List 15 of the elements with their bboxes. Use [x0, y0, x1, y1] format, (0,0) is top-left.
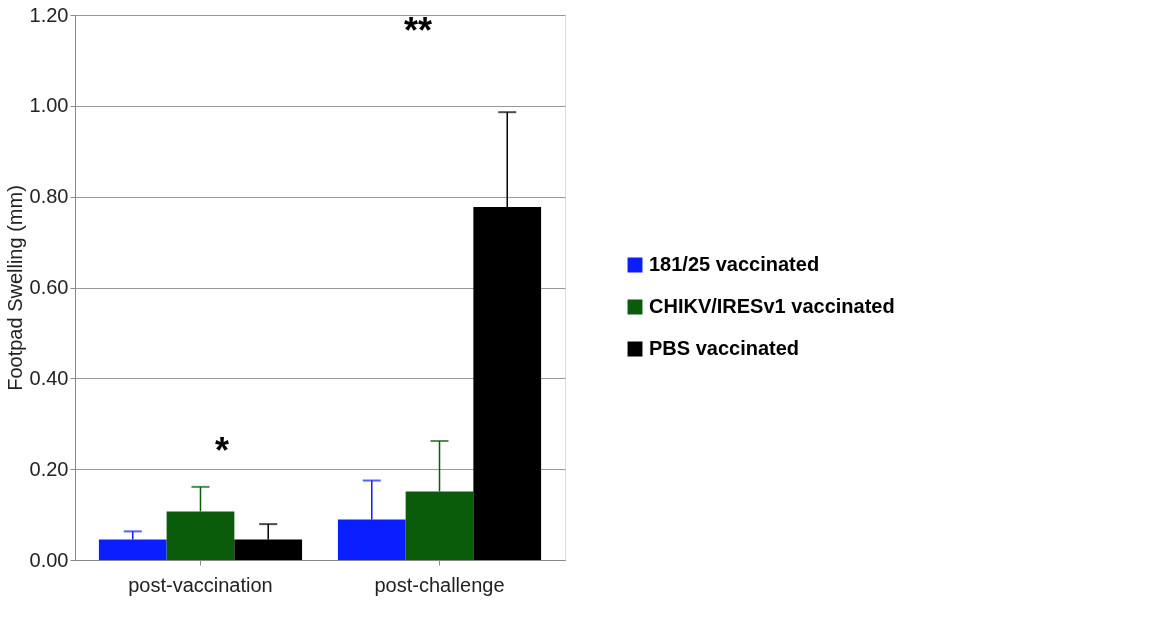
y-axis-title: Footpad Swelling (mm) [3, 185, 26, 391]
legend-label: PBS vaccinated [649, 337, 800, 359]
annotation: ** [403, 10, 433, 51]
legend-label: CHIKV/IRESv1 vaccinated [649, 295, 895, 317]
annotation: * [214, 429, 230, 471]
y-tick-label: 1.20 [29, 3, 69, 26]
y-tick-label: 0.20 [29, 457, 69, 480]
y-tick-label: 0.00 [29, 548, 69, 571]
legend-label: 181/25 vaccinated [649, 253, 820, 275]
y-tick-label: 0.80 [29, 185, 69, 208]
x-tick-label: post-challenge [374, 573, 505, 596]
y-tick-label: 1.00 [29, 94, 69, 117]
x-tick-label: post-vaccination [128, 573, 273, 596]
y-tick-label: 0.40 [29, 366, 69, 389]
y-tick-label: 0.60 [29, 276, 69, 298]
